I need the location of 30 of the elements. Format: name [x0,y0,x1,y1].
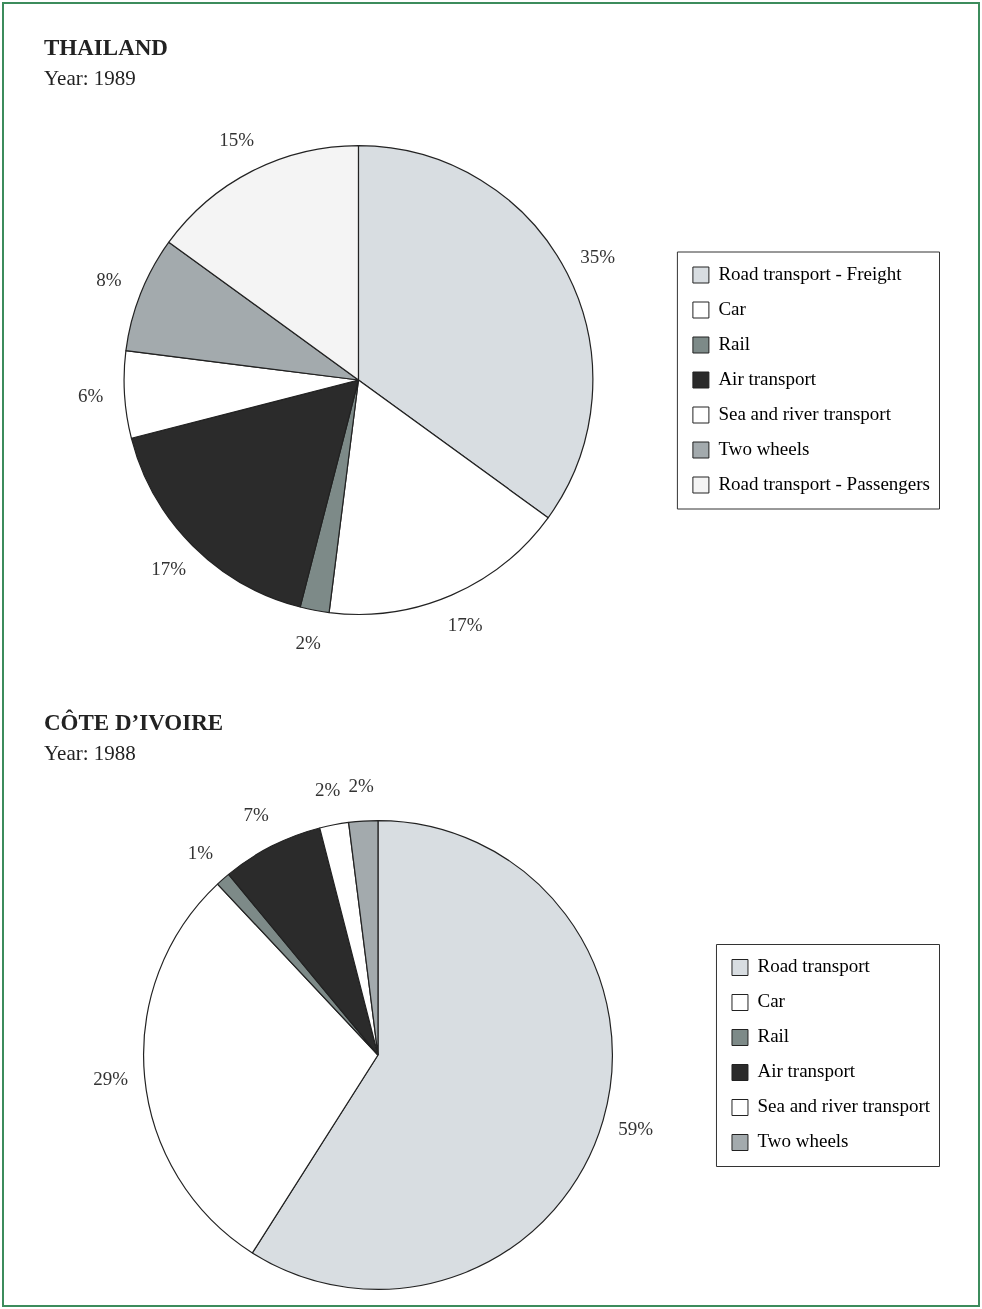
data-label: 2% [315,779,341,801]
legend-label: Two wheels [757,1130,849,1152]
data-label: 59% [618,1117,654,1139]
legend-label: Air transport [718,367,817,389]
legend-label: Road transport - Freight [718,262,903,284]
data-label: 2% [295,631,321,653]
legend-label: Air transport [757,1060,856,1082]
data-label: 6% [77,384,104,406]
legend-label: Car [718,297,747,319]
legend-label: Two wheels [718,437,810,459]
chart-subtitle: Year: 1988 [44,741,136,766]
legend-label: Sea and river transport [718,402,892,424]
data-label: 35% [580,246,616,268]
legend-label: Car [757,990,786,1012]
data-label: 29% [93,1068,129,1090]
data-label: 1% [187,841,214,863]
legend-label: Rail [718,332,751,354]
legend-label: Rail [757,1025,790,1047]
data-label: 2% [348,775,374,797]
legend-label: Sea and river transport [757,1095,931,1117]
data-label: 8% [96,269,122,291]
legend-label: Road transport [757,955,871,977]
data-label: 15% [219,128,255,150]
chart-title: CÔTE D’IVOIRE [44,710,224,736]
legend-label: Road transport - Passengers [718,472,931,494]
data-label: 7% [243,803,269,825]
chart-title: THAILAND [44,35,168,61]
data-label: 17% [447,614,483,636]
chart-subtitle: Year: 1989 [44,66,136,91]
data-label: 17% [151,557,187,579]
